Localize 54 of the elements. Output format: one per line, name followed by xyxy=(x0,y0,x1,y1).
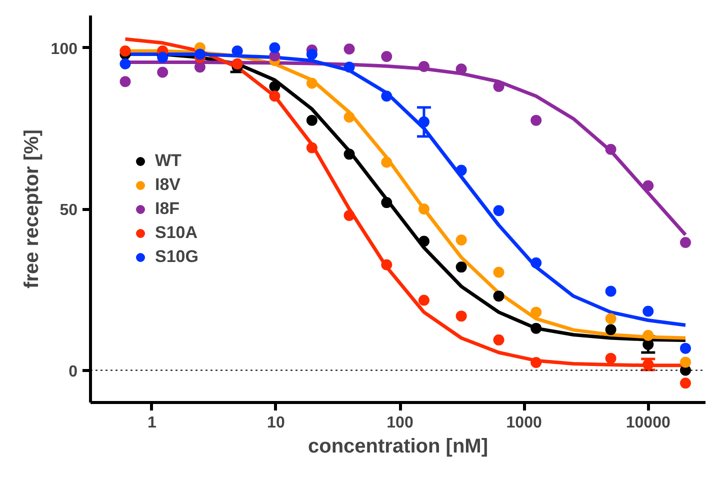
point xyxy=(120,76,131,88)
point xyxy=(381,90,392,102)
x-tick-label: 1 xyxy=(147,414,156,432)
point xyxy=(530,357,542,368)
point xyxy=(493,290,504,302)
point xyxy=(269,42,280,54)
point xyxy=(269,80,280,92)
y-axis-title: free receptor [%] xyxy=(20,130,43,288)
legend-label: WT xyxy=(155,150,182,170)
point xyxy=(493,205,504,216)
point xyxy=(493,266,504,278)
point xyxy=(344,210,355,221)
legend-label: S10A xyxy=(155,222,198,242)
point xyxy=(306,48,318,60)
point xyxy=(418,236,430,247)
point xyxy=(194,48,206,60)
point xyxy=(456,262,467,273)
point xyxy=(381,259,392,270)
point xyxy=(530,306,542,318)
point xyxy=(344,44,355,55)
point xyxy=(493,334,504,346)
point xyxy=(269,90,280,102)
x-tick-label: 10 xyxy=(267,414,285,432)
point xyxy=(418,60,430,72)
point xyxy=(381,156,392,168)
point xyxy=(306,78,318,89)
point xyxy=(344,62,355,73)
y-tick-label: 50 xyxy=(60,202,78,219)
legend-label: I8V xyxy=(155,174,181,194)
point xyxy=(344,148,355,160)
x-tick-label: 1000 xyxy=(506,414,542,432)
point xyxy=(381,197,392,208)
point xyxy=(381,50,392,62)
x-tick-label: 100 xyxy=(386,414,414,432)
x-tick-label: 10000 xyxy=(626,414,670,432)
point xyxy=(418,294,430,306)
legend-label: S10G xyxy=(155,246,198,266)
point xyxy=(530,257,542,268)
point xyxy=(456,310,467,322)
point xyxy=(306,114,318,126)
point xyxy=(344,112,355,123)
point xyxy=(120,58,131,70)
point xyxy=(306,142,318,154)
point xyxy=(157,66,168,78)
point xyxy=(456,164,467,176)
point xyxy=(530,114,542,126)
y-tick-label: 100 xyxy=(50,40,78,58)
x-axis-title: concentration [nM] xyxy=(308,436,488,458)
point xyxy=(418,204,430,214)
point xyxy=(530,322,542,334)
legend-label: I8F xyxy=(155,198,180,218)
point xyxy=(456,234,467,246)
y-tick-label: 0 xyxy=(68,363,78,380)
point xyxy=(418,116,430,128)
